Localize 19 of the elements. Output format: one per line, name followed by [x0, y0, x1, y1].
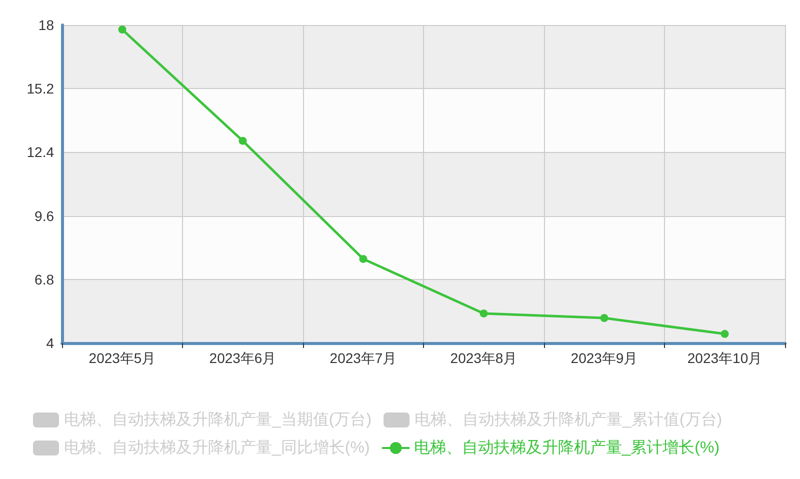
y-tick-label: 12.4 [26, 144, 54, 160]
y-tick-label: 15.2 [26, 80, 54, 97]
point [118, 26, 126, 34]
y-tick-label: 18 [38, 17, 54, 33]
y-tick-label: 4 [46, 335, 54, 351]
point [600, 314, 608, 322]
point [480, 309, 488, 318]
x-tick-label: 2023年10月 [687, 350, 762, 366]
x-tick-label: 2023年5月 [88, 350, 156, 366]
x-tick-label: 2023年7月 [330, 350, 397, 366]
point [238, 136, 247, 145]
y-tick-label: 9.6 [34, 208, 54, 224]
x-tick-label: 2023年6月 [209, 350, 276, 366]
y-tick-label: 6.8 [34, 271, 54, 288]
x-tick-label: 2023年9月 [570, 350, 638, 366]
point [359, 254, 368, 263]
x-tick-label: 2023年8月 [450, 350, 518, 366]
legend-label: 电梯、自动扶梯及升降机产量_累计增长(%) [414, 438, 720, 456]
point [720, 330, 729, 338]
